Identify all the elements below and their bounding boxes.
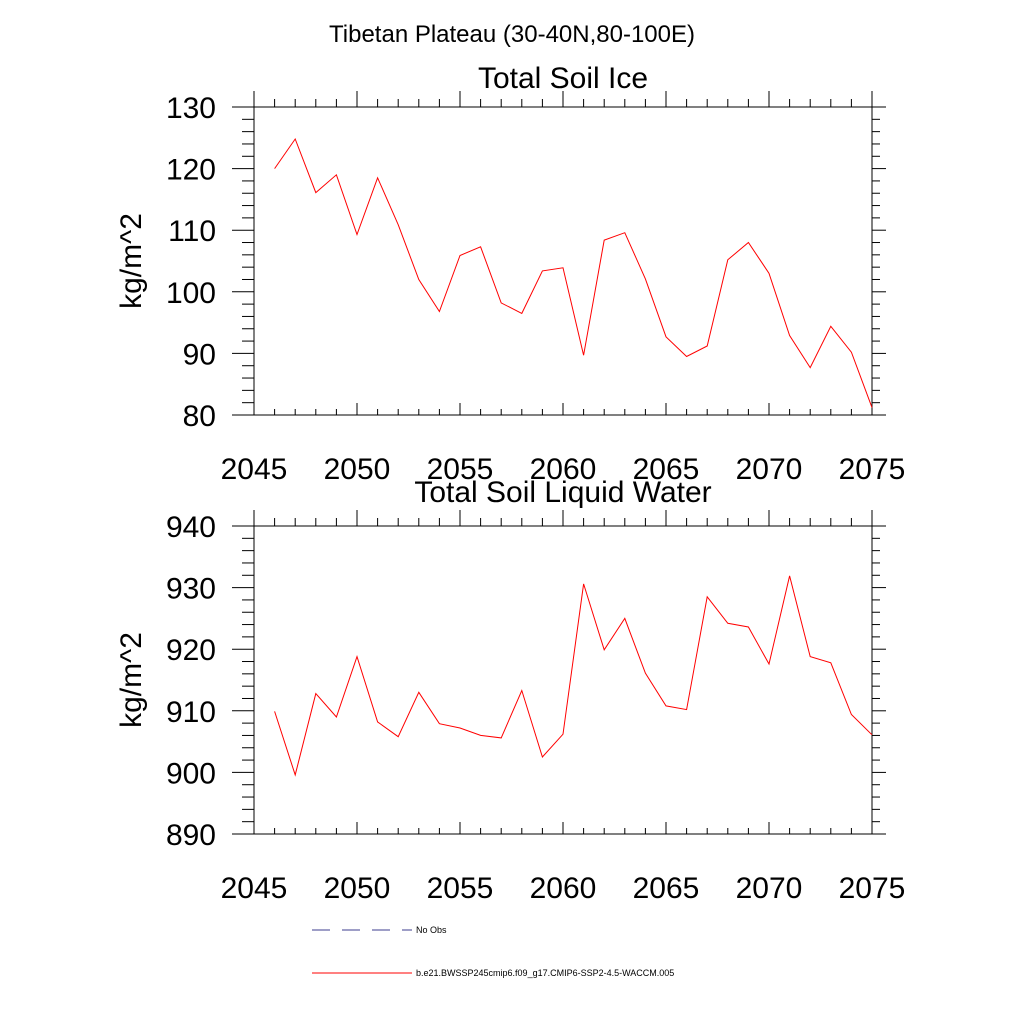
x-tick-label: 2070 — [736, 872, 803, 905]
x-tick-label: 2065 — [633, 872, 700, 905]
x-tick-label: 2050 — [324, 872, 391, 905]
chart-panel-soil-ice: Total Soil Ice kg/m^2 2045 2050 2055 2060 20… — [115, 62, 905, 486]
y-tick-label: 890 — [166, 819, 216, 852]
y-axis-label-soil-ice: kg/m^2 — [115, 213, 148, 309]
legend: No Obs b.e21.BWSSP245cmip6.f09_g17.CMIP6… — [312, 925, 674, 978]
y-axis-label-soil-liquid-water: kg/m^2 — [115, 632, 148, 728]
x-tick-label: 2050 — [324, 453, 391, 486]
y-tick-label: 120 — [166, 154, 216, 187]
chart-title-soil-liquid-water: Total Soil Liquid Water — [414, 476, 711, 509]
x-tick-label: 2055 — [427, 453, 494, 486]
figure-title: Tibetan Plateau (30-40N,80-100E) — [329, 21, 695, 48]
y-tick-label: 80 — [183, 400, 216, 433]
x-tick-label: 2075 — [839, 872, 906, 905]
x-tick-label: 2070 — [736, 453, 803, 486]
y-tick-label: 940 — [166, 511, 216, 544]
x-tick-label: 2045 — [221, 872, 288, 905]
y-tick-label: 920 — [166, 634, 216, 667]
x-tick-label: 2075 — [839, 453, 906, 486]
x-tick-label: 2060 — [530, 453, 597, 486]
legend-label-model: b.e21.BWSSP245cmip6.f09_g17.CMIP6-SSP2-4… — [416, 968, 674, 978]
y-tick-label: 930 — [166, 573, 216, 606]
plot-frame-soil-liquid-water — [253, 525, 873, 835]
y-tick-label: 130 — [166, 92, 216, 125]
plot-frame-soil-ice — [253, 106, 873, 416]
y-tick-label: 900 — [166, 757, 216, 790]
y-tick-label: 910 — [166, 696, 216, 729]
x-tick-label: 2060 — [530, 872, 597, 905]
chart-panel-soil-liquid-water: Total Soil Liquid Water kg/m^2 2045 2050 2… — [115, 476, 905, 905]
y-tick-label: 110 — [168, 215, 216, 248]
series-line-soil-liquid-water — [274, 575, 873, 777]
legend-label-no-obs: No Obs — [416, 925, 447, 935]
x-tick-label: 2055 — [427, 872, 494, 905]
x-tick-label: 2045 — [221, 453, 288, 486]
y-tick-label: 100 — [166, 277, 216, 310]
chart-title-soil-ice: Total Soil Ice — [478, 62, 648, 95]
series-line-soil-ice — [274, 137, 873, 408]
y-tick-label: 90 — [183, 338, 216, 371]
x-tick-label: 2065 — [633, 453, 700, 486]
